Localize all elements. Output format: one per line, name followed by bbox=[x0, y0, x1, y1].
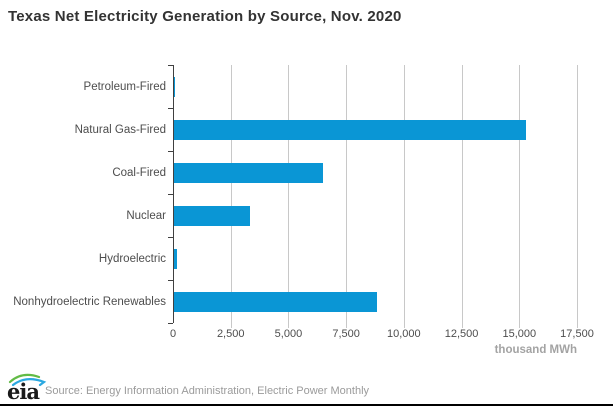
logo-blue-swoosh bbox=[11, 378, 47, 387]
bar bbox=[174, 205, 251, 226]
y-axis-tick bbox=[168, 194, 173, 195]
footer: eia Source: Energy Information Administr… bbox=[0, 370, 613, 409]
footer-divider bbox=[0, 404, 613, 406]
y-axis-tick bbox=[168, 108, 173, 109]
gridline bbox=[230, 65, 232, 328]
x-tick-label: 0 bbox=[169, 328, 177, 340]
bar bbox=[174, 291, 378, 312]
gridline bbox=[403, 65, 405, 328]
x-tick-label: 7,500 bbox=[332, 328, 360, 340]
x-tick-label: 2,500 bbox=[216, 328, 245, 340]
bar bbox=[174, 248, 177, 269]
logo-green-swoosh bbox=[8, 373, 41, 384]
y-axis-tick bbox=[168, 323, 173, 324]
gridline bbox=[519, 65, 521, 328]
bar bbox=[174, 162, 323, 183]
category-label: Natural Gas-Fired bbox=[74, 123, 166, 136]
y-axis-tick bbox=[168, 280, 173, 281]
y-axis-line bbox=[173, 65, 174, 323]
x-tick-label: 15,000 bbox=[502, 328, 537, 340]
gridline bbox=[288, 65, 290, 328]
logo-letters: eia bbox=[7, 379, 40, 402]
bar bbox=[174, 76, 175, 97]
source-text: Source: Energy Information Administratio… bbox=[45, 385, 370, 397]
x-tick-label: 5,000 bbox=[274, 328, 303, 340]
category-label: Nuclear bbox=[126, 209, 166, 222]
category-label: Coal-Fired bbox=[112, 166, 166, 179]
x-tick-label: 17,500 bbox=[560, 328, 594, 340]
chart-title: Texas Net Electricity Generation by Sour… bbox=[8, 8, 402, 25]
category-label: Hydroelectric bbox=[98, 252, 166, 265]
y-axis-tick bbox=[168, 237, 173, 238]
x-tick-label: 12,500 bbox=[444, 328, 479, 340]
gridline bbox=[461, 65, 463, 328]
x-tick-label: 10,000 bbox=[387, 328, 421, 340]
y-axis-tick bbox=[168, 65, 173, 66]
x-axis-unit-label: thousand MWh bbox=[494, 344, 577, 356]
category-label: Nonhydroelectric Renewables bbox=[13, 295, 166, 308]
category-label: Petroleum-Fired bbox=[83, 80, 166, 93]
gridline bbox=[346, 65, 348, 328]
bar bbox=[174, 119, 527, 140]
eia-logo: eia bbox=[7, 373, 47, 402]
gridline bbox=[577, 65, 578, 328]
y-axis-tick bbox=[168, 151, 173, 152]
